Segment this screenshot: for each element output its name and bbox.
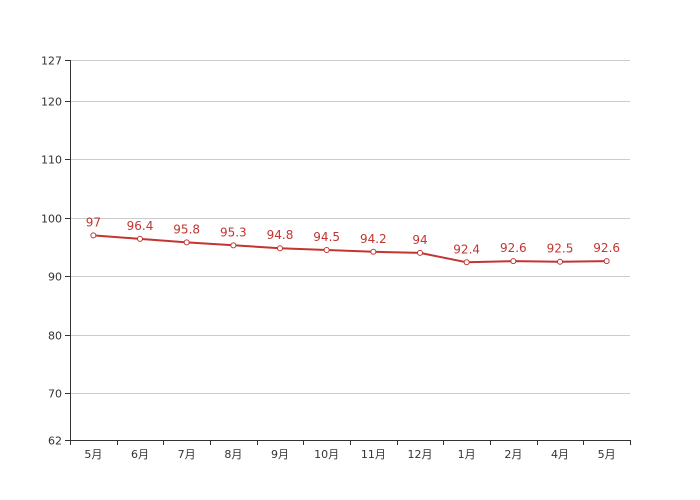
data-points: [90, 232, 610, 266]
data-label: 94.8: [267, 228, 294, 242]
x-axis-ticks: 5月 6月 7月 8月 9月 10月 11月 12月 1月 2月 4月 5月: [70, 440, 631, 461]
data-point: [230, 242, 237, 249]
series-line: [93, 234, 607, 264]
y-tick-label: 62: [48, 435, 62, 448]
data-labels: 97 96.4 95.8 95.3 94.8 94.5 94.2 94 92.4 92.6 92.5…: [86, 215, 620, 256]
data-label: 94.2: [360, 232, 387, 246]
y-tick-label: 127: [41, 55, 62, 68]
x-tick-label: 10月: [314, 448, 339, 461]
data-point: [370, 248, 377, 255]
x-tick-label: 5月: [598, 448, 616, 461]
y-tick-label: 70: [48, 388, 62, 401]
data-point: [417, 249, 423, 256]
x-tick-label: 12月: [408, 448, 433, 461]
x-tick-label: 1月: [458, 448, 476, 461]
x-tick-label: 8月: [224, 448, 242, 461]
data-point: [510, 258, 517, 265]
data-label: 92.6: [593, 241, 620, 255]
y-axis-ticks: 62 70 80 90 100 110 120 127: [41, 55, 70, 448]
x-tick-label: 7月: [178, 448, 196, 461]
x-tick-label: 9月: [271, 448, 289, 461]
data-point: [603, 258, 610, 265]
data-point: [323, 247, 330, 253]
y-tick-label: 110: [41, 154, 62, 167]
y-tick-label: 100: [41, 213, 62, 226]
x-tick-label: 2月: [504, 448, 522, 461]
x-tick-label: 11月: [361, 448, 386, 461]
data-point: [277, 245, 283, 252]
y-tick-label: 120: [41, 96, 62, 109]
data-label: 96.4: [127, 219, 154, 233]
data-label: 94.5: [313, 230, 340, 244]
data-label: 92.4: [453, 242, 480, 256]
data-label: 92.6: [500, 241, 527, 255]
data-point: [183, 239, 190, 246]
x-tick-label: 6月: [131, 448, 149, 461]
data-label: 92.5: [547, 242, 574, 256]
data-point: [463, 259, 470, 266]
data-point: [90, 232, 97, 239]
data-point: [557, 258, 563, 265]
x-tick-label: 5月: [84, 448, 102, 461]
y-tick-label: 80: [48, 330, 62, 343]
data-label: 95.3: [220, 225, 247, 239]
y-tick-label: 90: [48, 271, 62, 284]
grid-lines: [70, 60, 630, 394]
data-point: [137, 235, 143, 242]
x-tick-label: 4月: [551, 448, 569, 461]
data-label: 94: [412, 233, 427, 247]
data-label: 95.8: [173, 222, 200, 236]
series-line-group: [93, 234, 607, 264]
data-label: 97: [86, 215, 101, 229]
